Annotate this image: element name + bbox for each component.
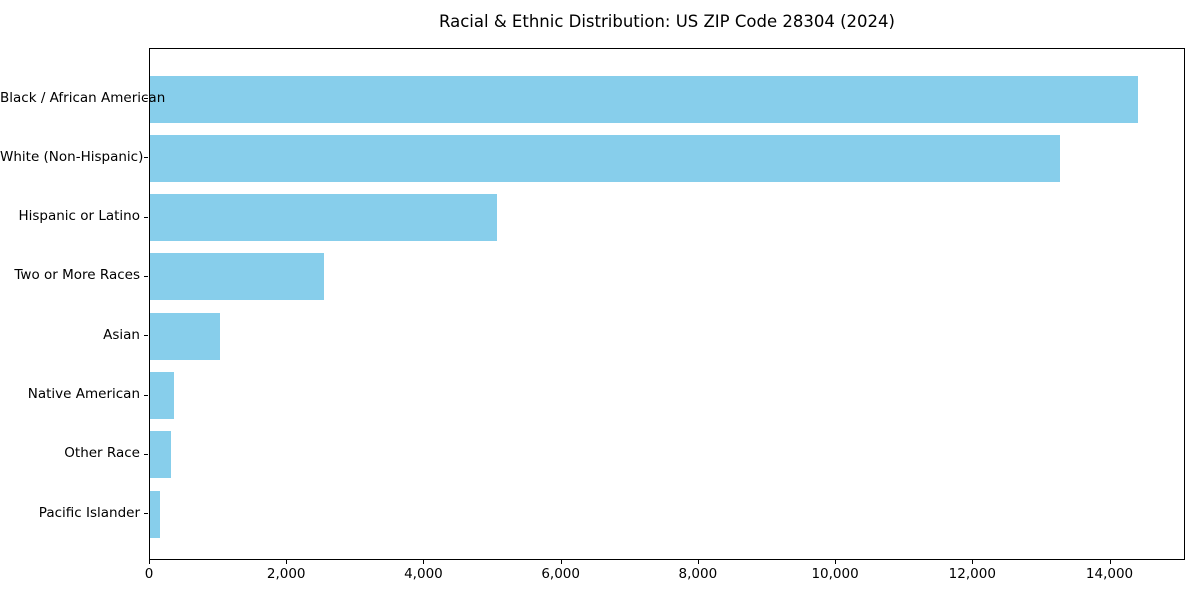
y-tick-label: Pacific Islander xyxy=(38,504,140,521)
x-tick xyxy=(423,560,425,564)
x-tick-label: 12,000 xyxy=(948,566,996,582)
chart-title: Racial & Ethnic Distribution: US ZIP Cod… xyxy=(439,12,895,31)
x-tick xyxy=(286,560,288,564)
y-tick xyxy=(144,216,148,218)
y-tick-label: Hispanic or Latino xyxy=(18,208,140,225)
x-tick-label: 2,000 xyxy=(266,566,306,582)
x-tick-label: 14,000 xyxy=(1085,566,1134,582)
x-tick xyxy=(560,560,562,564)
y-tick-label: White (Non-Hispanic) xyxy=(0,148,144,165)
y-tick-label: Native American xyxy=(27,386,140,402)
plot-area xyxy=(149,48,1185,560)
x-tick xyxy=(697,560,699,564)
x-tick-label: 6,000 xyxy=(541,566,580,582)
bar xyxy=(150,312,220,360)
y-tick xyxy=(144,513,148,515)
y-tick-label: Black / African American xyxy=(0,89,166,106)
y-tick xyxy=(144,157,148,159)
x-tick xyxy=(972,560,974,564)
y-tick xyxy=(144,394,148,396)
x-tick-label: 8,000 xyxy=(678,566,718,582)
bar xyxy=(150,431,172,479)
y-tick-label: Asian xyxy=(103,326,140,343)
bar xyxy=(150,372,174,419)
x-tick-label: 4,000 xyxy=(404,566,443,582)
y-tick xyxy=(144,335,148,337)
y-tick xyxy=(144,453,148,455)
y-tick-label: Two or More Races xyxy=(14,267,140,284)
bar xyxy=(150,75,1138,123)
bar xyxy=(150,194,498,242)
x-tick xyxy=(835,560,837,564)
y-tick xyxy=(144,275,148,277)
x-tick xyxy=(1109,560,1111,564)
bar xyxy=(150,253,325,301)
x-tick-label: 0 xyxy=(144,566,154,582)
y-tick xyxy=(144,98,148,99)
y-tick-label: Other Race xyxy=(64,445,140,462)
bar xyxy=(150,134,1061,182)
x-tick-label: 10,000 xyxy=(811,566,859,582)
x-tick xyxy=(149,560,150,564)
bar xyxy=(150,490,160,538)
